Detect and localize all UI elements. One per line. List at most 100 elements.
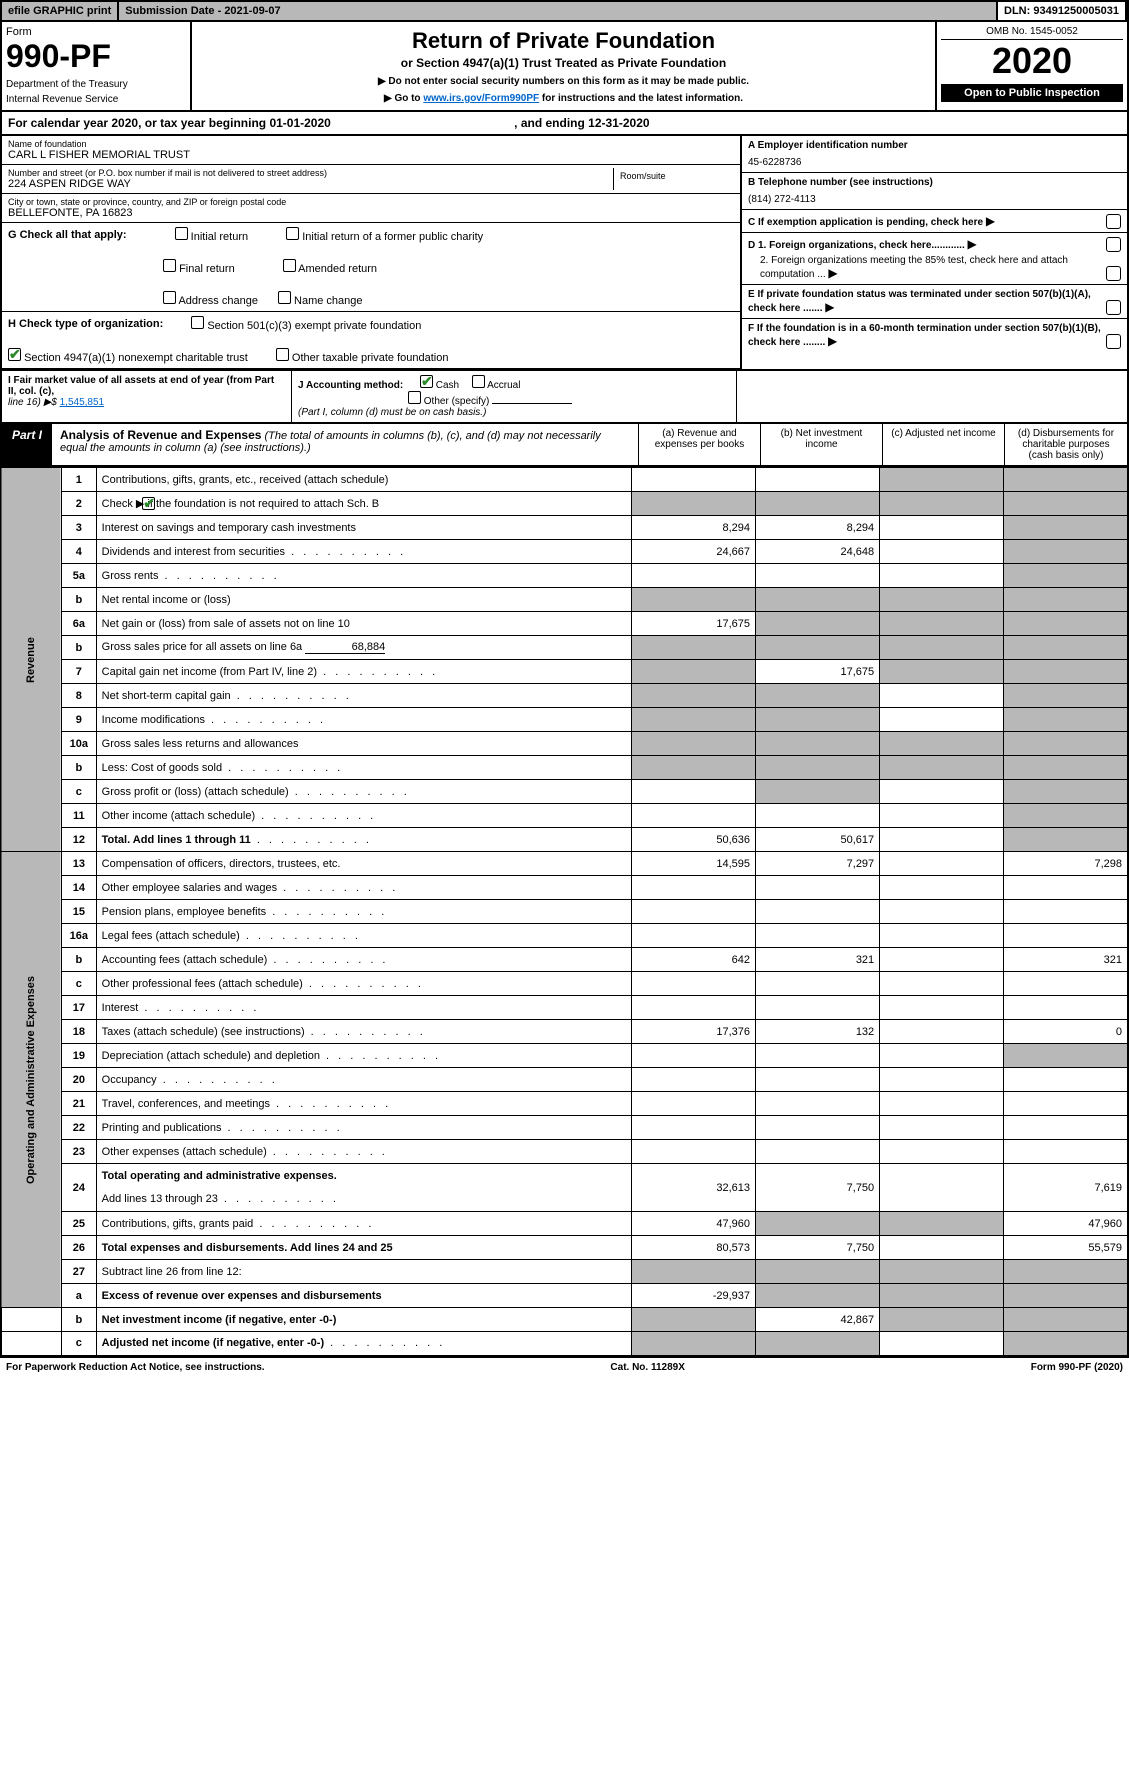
501c3-checkbox[interactable]: [191, 316, 204, 329]
other-taxable-checkbox[interactable]: [276, 348, 289, 361]
line-16c-desc: Other professional fees (attach schedule…: [96, 972, 631, 996]
line-6b-num: b: [62, 636, 97, 660]
line-3-num: 3: [62, 516, 97, 540]
r27bb: 42,867: [756, 1308, 880, 1332]
4947a1-checkbox[interactable]: [8, 348, 21, 361]
i-line: line 16) ▶$: [8, 397, 57, 408]
line-13-desc: Compensation of officers, directors, tru…: [96, 852, 631, 876]
r12a: 50,636: [631, 828, 755, 852]
r16bb: 321: [756, 948, 880, 972]
foundation-name: CARL L FISHER MEMORIAL TRUST: [8, 149, 734, 161]
col-d-header: (d) Disbursements for charitable purpose…: [1005, 424, 1127, 465]
efile-print-button[interactable]: efile GRAPHIC print: [2, 2, 119, 20]
footer-cat: Cat. No. 11289X: [610, 1362, 684, 1373]
line-27c-desc: Adjusted net income (if negative, enter …: [96, 1332, 631, 1356]
instr-post: for instructions and the latest informat…: [539, 93, 743, 104]
dept-treasury: Department of the Treasury: [6, 79, 186, 90]
revenue-side-label: Revenue: [1, 468, 62, 852]
line-27-desc: Subtract line 26 from line 12:: [96, 1260, 631, 1284]
name-change-checkbox[interactable]: [278, 291, 291, 304]
d1-checkbox[interactable]: [1106, 237, 1121, 252]
line-1-num: 1: [62, 468, 97, 492]
r12b: 50,617: [756, 828, 880, 852]
line-17-desc: Interest: [96, 996, 631, 1020]
line-26-desc: Total expenses and disbursements. Add li…: [96, 1236, 631, 1260]
line-10b-desc: Less: Cost of goods sold: [96, 756, 631, 780]
line-24-desc: Total operating and administrative expen…: [96, 1164, 631, 1188]
amended-return-checkbox[interactable]: [283, 259, 296, 272]
line-9-desc: Income modifications: [96, 708, 631, 732]
other-method-checkbox[interactable]: [408, 391, 421, 404]
r13b: 7,297: [756, 852, 880, 876]
line-25-desc: Contributions, gifts, grants paid: [96, 1212, 631, 1236]
line-10a-num: 10a: [62, 732, 97, 756]
instr-pre: ▶ Go to: [384, 93, 423, 104]
title-box: Return of Private Foundation or Section …: [192, 22, 937, 110]
j-label: J Accounting method:: [298, 380, 403, 391]
g-o5: Address change: [178, 295, 258, 307]
part1-title-b: Analysis of Revenue and Expenses: [60, 428, 261, 442]
initial-return-checkbox[interactable]: [175, 227, 188, 240]
phone-label: B Telephone number (see instructions): [748, 177, 933, 188]
part1-title: Analysis of Revenue and Expenses (The to…: [52, 424, 639, 465]
e-cell: E If private foundation status was termi…: [742, 285, 1127, 319]
line-23-num: 23: [62, 1140, 97, 1164]
line-24b-desc: Add lines 13 through 23: [96, 1188, 631, 1212]
ein-cell: A Employer identification number 45-6228…: [742, 136, 1127, 173]
f-checkbox[interactable]: [1106, 334, 1121, 349]
c-checkbox[interactable]: [1106, 214, 1121, 229]
line-16b-num: b: [62, 948, 97, 972]
accrual-checkbox[interactable]: [472, 375, 485, 388]
g-o4: Amended return: [298, 263, 377, 275]
address-change-checkbox[interactable]: [163, 291, 176, 304]
g-o3: Final return: [179, 263, 235, 275]
i-label: I Fair market value of all assets at end…: [8, 375, 274, 397]
line-7-desc: Capital gain net income (from Part IV, l…: [96, 660, 631, 684]
line-3-desc: Interest on savings and temporary cash i…: [96, 516, 631, 540]
line-20-desc: Occupancy: [96, 1068, 631, 1092]
form990pf-link[interactable]: www.irs.gov/Form990PF: [423, 93, 539, 104]
dln: DLN: 93491250005031: [998, 2, 1127, 20]
line-1-desc: Contributions, gifts, grants, etc., rece…: [96, 468, 631, 492]
instruction-link-row: ▶ Go to www.irs.gov/Form990PF for instru…: [198, 93, 929, 104]
g-label: G Check all that apply:: [8, 229, 127, 241]
info-right: A Employer identification number 45-6228…: [742, 136, 1127, 369]
line-18-desc: Taxes (attach schedule) (see instruction…: [96, 1020, 631, 1044]
e-checkbox[interactable]: [1106, 300, 1121, 315]
j-note: (Part I, column (d) must be on cash basi…: [298, 407, 486, 418]
line-11-num: 11: [62, 804, 97, 828]
irs: Internal Revenue Service: [6, 94, 186, 105]
final-return-checkbox[interactable]: [163, 259, 176, 272]
line-18-num: 18: [62, 1020, 97, 1044]
sch-b-checkbox[interactable]: [142, 497, 155, 510]
street-cell: Number and street (or P.O. box number if…: [8, 168, 614, 190]
initial-public-charity-checkbox[interactable]: [286, 227, 299, 240]
submission-date: Submission Date - 2021-09-07: [119, 2, 998, 20]
footer: For Paperwork Reduction Act Notice, see …: [0, 1357, 1129, 1377]
line-5b-desc: Net rental income or (loss): [96, 588, 631, 612]
line-27a-desc: Excess of revenue over expenses and disb…: [96, 1284, 631, 1308]
calendar-year-row: For calendar year 2020, or tax year begi…: [0, 112, 1129, 136]
line-14-num: 14: [62, 876, 97, 900]
line-17-num: 17: [62, 996, 97, 1020]
line-12-num: 12: [62, 828, 97, 852]
line-24-num: 24: [62, 1164, 97, 1212]
line-16c-num: c: [62, 972, 97, 996]
open-to-public: Open to Public Inspection: [941, 84, 1123, 102]
r6aa: 17,675: [631, 612, 755, 636]
cash-checkbox[interactable]: [420, 375, 433, 388]
line-25-num: 25: [62, 1212, 97, 1236]
line-6a-desc: Net gain or (loss) from sale of assets n…: [96, 612, 631, 636]
fmv-link[interactable]: 1,545,851: [60, 397, 105, 408]
r26b: 7,750: [756, 1236, 880, 1260]
line-5a-num: 5a: [62, 564, 97, 588]
year-box: OMB No. 1545-0052 2020 Open to Public In…: [937, 22, 1127, 110]
cal-begin: For calendar year 2020, or tax year begi…: [8, 116, 331, 130]
city-value: BELLEFONTE, PA 16823: [8, 207, 734, 219]
h-row: H Check type of organization: Section 50…: [2, 312, 740, 369]
col-b-header: (b) Net investment income: [761, 424, 883, 465]
d1-label: D 1. Foreign organizations, check here..…: [748, 240, 965, 251]
ein-value: 45-6228736: [748, 157, 1121, 168]
d2-checkbox[interactable]: [1106, 266, 1121, 281]
h-o2: Section 4947(a)(1) nonexempt charitable …: [24, 352, 248, 364]
